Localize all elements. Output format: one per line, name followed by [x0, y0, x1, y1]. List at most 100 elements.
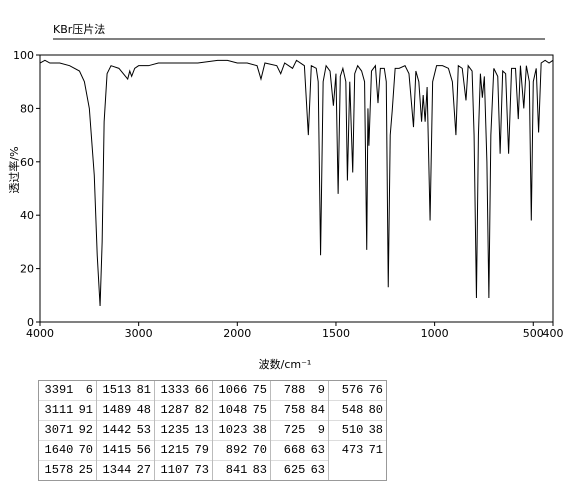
wavenumber: 841 [225, 463, 248, 477]
peak-cell: 473 71 [329, 440, 386, 460]
peak-cell: 1287 82 [155, 400, 212, 420]
peak-cell: 1215 79 [155, 440, 212, 460]
transmittance: 91 [78, 403, 93, 417]
wavenumber: 1066 [218, 383, 248, 397]
table-column: 1066 75 1048 75 1023 38 892 70 841 83 [212, 381, 270, 480]
wavenumber: 1023 [218, 423, 248, 437]
transmittance: 70 [252, 443, 267, 457]
transmittance: 80 [368, 403, 383, 417]
wavenumber: 1489 [102, 403, 132, 417]
transmittance: 53 [136, 423, 151, 437]
transmittance: 48 [136, 403, 151, 417]
transmittance: 84 [310, 403, 325, 417]
peak-cell: 548 80 [329, 400, 386, 420]
peak-cell: 1333 66 [155, 381, 212, 400]
wavenumber: 1048 [218, 403, 248, 417]
wavenumber: 3391 [44, 383, 74, 397]
table-column: 788 9 758 84 725 9 668 63 625 63 [270, 381, 328, 480]
x-tick-label: 3000 [125, 327, 153, 340]
transmittance: 75 [252, 403, 267, 417]
wavenumber: 668 [283, 443, 306, 457]
y-axis-label: 透过率/% [7, 146, 21, 193]
wavenumber: 1333 [160, 383, 190, 397]
table-column: 576 76 548 80 510 38 473 71 [328, 381, 386, 480]
peak-cell: 3391 6 [39, 381, 96, 400]
y-tick-label: 80 [20, 102, 34, 115]
wavenumber: 788 [283, 383, 306, 397]
wavenumber: 548 [341, 403, 364, 417]
transmittance: 92 [78, 423, 93, 437]
wavenumber: 1578 [44, 463, 74, 477]
x-tick-label: 2000 [223, 327, 251, 340]
peak-cell: 3111 91 [39, 400, 96, 420]
wavenumber: 576 [341, 383, 364, 397]
transmittance: 76 [368, 383, 383, 397]
peak-cell: 1235 13 [155, 420, 212, 440]
peak-cell: 892 70 [213, 440, 270, 460]
transmittance: 66 [194, 383, 209, 397]
peak-cell: 668 63 [271, 440, 328, 460]
peak-cell: 1442 53 [97, 420, 154, 440]
x-tick-label: 1000 [421, 327, 449, 340]
peak-cell: 1640 70 [39, 440, 96, 460]
peak-cell: 510 38 [329, 420, 386, 440]
peak-cell: 576 76 [329, 381, 386, 400]
transmittance: 75 [252, 383, 267, 397]
transmittance: 13 [194, 423, 209, 437]
x-axis-label: 波数/cm⁻¹ [259, 358, 312, 371]
y-tick-label: 20 [20, 263, 34, 276]
wavenumber: 3071 [44, 423, 74, 437]
y-tick-label: 60 [20, 156, 34, 169]
wavenumber: 1215 [160, 443, 190, 457]
peak-cell: 1023 38 [213, 420, 270, 440]
table-column: 1513 81 1489 48 1442 53 1415 56 1344 27 [96, 381, 154, 480]
peak-cell: 1578 25 [39, 460, 96, 480]
wavenumber: 3111 [44, 403, 74, 417]
transmittance: 25 [78, 463, 93, 477]
transmittance: 63 [310, 443, 325, 457]
wavenumber: 1235 [160, 423, 190, 437]
y-tick-label: 0 [27, 316, 34, 329]
wavenumber: 1513 [102, 383, 132, 397]
peak-cell: 1489 48 [97, 400, 154, 420]
transmittance: 63 [310, 463, 325, 477]
transmittance: 27 [136, 463, 151, 477]
transmittance: 9 [317, 423, 325, 437]
wavenumber: 510 [341, 423, 364, 437]
peak-cell: 1415 56 [97, 440, 154, 460]
wavenumber: 625 [283, 463, 306, 477]
peak-cell: 841 83 [213, 460, 270, 480]
y-tick-label: 40 [20, 209, 34, 222]
wavenumber: 725 [283, 423, 306, 437]
wavenumber: 1442 [102, 423, 132, 437]
transmittance: 79 [194, 443, 209, 457]
wavenumber: 1107 [160, 463, 190, 477]
x-tick-label: 4000 [26, 327, 54, 340]
peak-table: 3391 6 3111 91 3071 92 1640 70 1578 25 1513 81 1489 4… [38, 380, 387, 481]
transmittance: 71 [368, 443, 383, 457]
wavenumber: 758 [283, 403, 306, 417]
wavenumber: 1415 [102, 443, 132, 457]
wavenumber: 1287 [160, 403, 190, 417]
transmittance: 81 [136, 383, 151, 397]
y-tick-label: 100 [13, 49, 34, 62]
peak-cell: 1107 73 [155, 460, 212, 480]
x-tick-label: 1500 [322, 327, 350, 340]
transmittance: 70 [78, 443, 93, 457]
transmittance: 9 [317, 383, 325, 397]
transmittance: 38 [368, 423, 383, 437]
peak-cell: 788 9 [271, 381, 328, 400]
table-column: 3391 6 3111 91 3071 92 1640 70 1578 25 [39, 381, 96, 480]
peak-cell: 1344 27 [97, 460, 154, 480]
wavenumber: 1640 [44, 443, 74, 457]
peak-cell: 1066 75 [213, 381, 270, 400]
transmittance: 73 [194, 463, 209, 477]
peak-cell: 1048 75 [213, 400, 270, 420]
table-column: 1333 66 1287 82 1235 13 1215 79 1107 73 [154, 381, 212, 480]
x-tick-label: 400 [543, 327, 564, 340]
peak-cell: 758 84 [271, 400, 328, 420]
peak-cell: 725 9 [271, 420, 328, 440]
plot-frame [39, 54, 554, 323]
peak-cell: 1513 81 [97, 381, 154, 400]
x-tick-label: 500 [523, 327, 544, 340]
